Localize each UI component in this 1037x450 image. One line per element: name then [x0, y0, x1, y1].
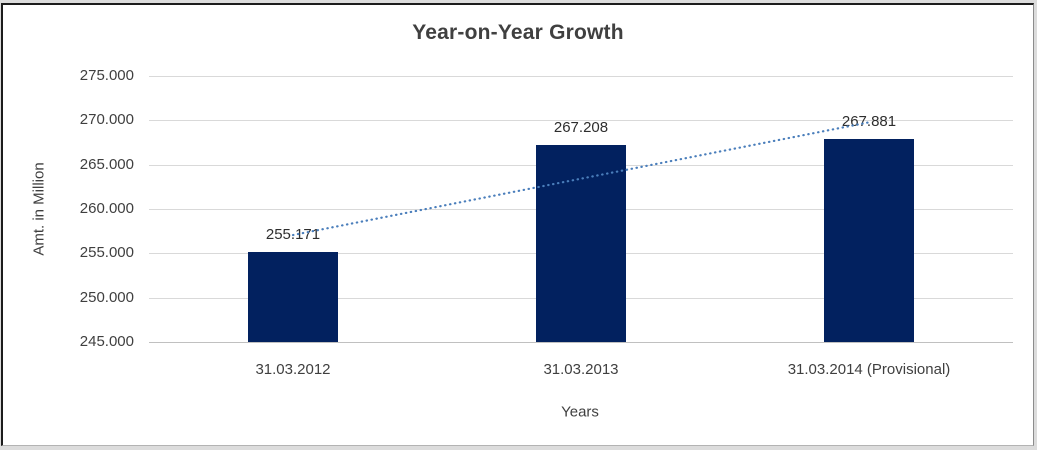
x-axis-title: Years [561, 403, 599, 421]
y-tick-label: 245.000 [79, 333, 134, 350]
bar [536, 145, 626, 342]
y-tick-label: 260.000 [79, 200, 134, 217]
x-tick-label: 31.03.2012 [255, 361, 331, 378]
y-tick-label: 275.000 [79, 67, 134, 84]
chart-area: Year-on-Year Growth Amt. in Million Year… [1, 3, 1034, 446]
bar-value-label: 267.208 [553, 119, 609, 136]
x-axis-line [149, 342, 1013, 343]
y-tick-label: 255.000 [79, 244, 134, 261]
trendline [291, 121, 871, 237]
x-tick-label: 31.03.2014 (Provisional) [787, 361, 951, 378]
y-tick-label: 270.000 [79, 111, 134, 128]
gridline [149, 76, 1013, 77]
y-tick-label: 265.000 [79, 156, 134, 173]
bar [248, 252, 338, 342]
chart-title: Year-on-Year Growth [412, 21, 624, 44]
gridline [149, 120, 1013, 121]
bar-value-label: 267.881 [841, 113, 897, 130]
y-tick-label: 250.000 [79, 289, 134, 306]
x-tick-label: 31.03.2013 [543, 361, 619, 378]
bar [824, 139, 914, 342]
